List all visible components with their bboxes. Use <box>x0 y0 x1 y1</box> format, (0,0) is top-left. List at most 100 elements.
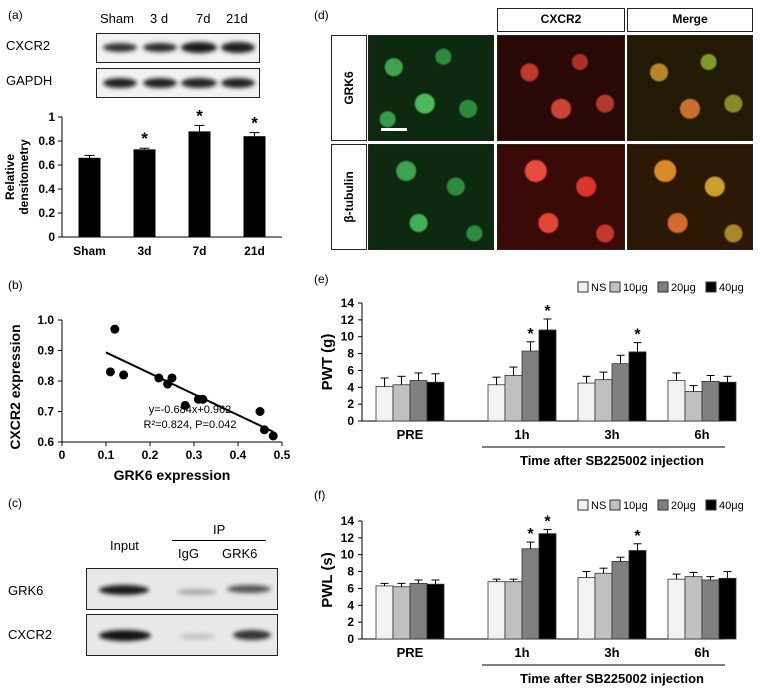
bar-21d <box>243 136 266 237</box>
data-point <box>180 400 190 410</box>
data-point <box>105 367 115 377</box>
panel-label-a: (a) <box>8 8 23 22</box>
ip-label: IP <box>213 522 226 537</box>
bar-1h-20μg <box>521 548 540 640</box>
regression-equation: y=-0.684x+0.962 <box>149 404 232 416</box>
y-tick-label: 0 <box>347 414 354 428</box>
y-axis-label: PWT (g) <box>320 334 336 391</box>
lane-label-7d: 7d <box>196 11 211 26</box>
x-axis-label: Time after SB225002 injection <box>520 453 704 468</box>
bar-1h-NS <box>487 384 506 422</box>
correlation-scatter-plot: 0.6 0.7 0.8 0.9 1.0 0 0.1 0.2 0.3 0.4 0.5 y=-0.684x… <box>7 313 291 483</box>
y-axis-label: Relativedensitometry <box>3 139 31 215</box>
ip-bracket-line <box>172 540 266 541</box>
micrograph-grk6-green <box>368 35 494 141</box>
bar-1h-40μg <box>538 533 557 640</box>
legend-swatch-0 <box>577 499 589 511</box>
y-tick-label: 4 <box>347 380 354 394</box>
significance-star: * <box>544 513 551 530</box>
micrograph-cxcr2-red-bottom <box>497 144 625 250</box>
y-tick-label: 0.9 <box>37 344 54 358</box>
x-axis-label: Time after SB225002 injection <box>520 671 704 686</box>
pwt-grouped-bar-chart: NS 10μg 20μg 40μg 0 2 4 6 8 10 12 14 PRE * * 1h * 3h 6h Tim… <box>320 281 744 468</box>
column-header-cxcr2: CXCR2 <box>497 8 625 32</box>
legend-label: NS <box>591 500 606 512</box>
y-tick-label: 14 <box>341 514 355 528</box>
lane-label-21d: 21d <box>226 11 248 26</box>
y-tick-label: 0.8 <box>38 134 55 148</box>
x-tick-label: 1h <box>514 427 529 442</box>
panel-label-e: (e) <box>314 272 329 286</box>
significance-star: * <box>527 326 534 343</box>
y-tick-label: 0 <box>347 632 354 646</box>
data-point <box>110 324 120 334</box>
legend-swatch-3 <box>705 499 717 511</box>
legend-swatch-0 <box>577 281 589 293</box>
bar-PRE-40μg <box>426 381 445 422</box>
bar-6h-20μg <box>701 380 720 422</box>
x-tick-label: 3h <box>604 645 619 660</box>
data-point <box>154 373 164 383</box>
regression-stats: R²=0.824, P=0.042 <box>144 419 237 431</box>
legend-swatch-1 <box>609 281 621 293</box>
ip-blot-cxcr2 <box>86 614 278 656</box>
y-axis-label: PWL (s) <box>320 552 336 608</box>
x-tick-label: 6h <box>694 645 709 660</box>
input-label: Input <box>110 538 139 553</box>
blot-row-gapdh: GAPDH <box>6 73 53 88</box>
regression-line <box>105 351 274 433</box>
y-tick-label: 0.8 <box>37 374 54 388</box>
legend-label: 10μg <box>623 282 648 294</box>
y-tick-label: 0.7 <box>37 405 54 419</box>
significance-star: * <box>196 106 203 125</box>
lane-label-igg: IgG <box>178 546 199 561</box>
bar-1h-20μg <box>521 350 540 422</box>
x-tick-label: 0.5 <box>274 448 291 462</box>
data-point <box>255 407 265 416</box>
legend-swatch-3 <box>705 281 717 293</box>
bar-6h-40μg <box>718 381 737 422</box>
ip-row-cxcr2: CXCR2 <box>8 627 53 642</box>
x-tick-label: 7d <box>192 244 206 258</box>
bar-6h-NS <box>667 380 686 422</box>
bar-6h-40μg <box>718 577 737 640</box>
y-tick-label: 0.4 <box>38 182 55 196</box>
bar-3h-10μg <box>594 379 613 422</box>
legend-label: 40μg <box>719 500 744 512</box>
y-tick-label: 0.6 <box>37 435 54 449</box>
y-tick-label: 8 <box>347 347 354 361</box>
bar-PRE-NS <box>375 386 394 422</box>
panel-label-f: (f) <box>314 488 326 502</box>
y-tick-label: 1.0 <box>37 313 54 327</box>
bar-3h-NS <box>577 382 596 422</box>
densitometry-bar-chart: 0 0.2 0.4 0.6 0.8 1 Sham 3d * 7d * 21d * Relativedens… <box>3 106 282 258</box>
bar-PRE-10μg <box>392 384 411 422</box>
significance-star: * <box>634 528 641 545</box>
x-tick-label: 3h <box>604 427 619 442</box>
x-tick-label: 21d <box>244 244 265 258</box>
bar-3h-10μg <box>594 572 613 640</box>
pwl-grouped-bar-chart: NS 10μg 20μg 40μg 0 2 4 6 8 10 12 14 PRE * * 1h * 3h 6h Tim… <box>320 499 744 686</box>
panel-label-c: (c) <box>8 496 22 510</box>
lane-label-3d: 3 d <box>150 11 169 26</box>
bar-6h-10μg <box>684 391 703 422</box>
bar-6h-NS <box>667 578 686 640</box>
y-tick-label: 12 <box>341 531 355 545</box>
legend-swatch-1 <box>609 499 621 511</box>
bar-PRE-10μg <box>392 586 411 640</box>
x-tick-label: 0.1 <box>98 448 115 462</box>
y-tick-label: 2 <box>347 615 354 629</box>
ip-row-grk6: GRK6 <box>8 583 44 598</box>
row-label-grk6: GRK6 <box>331 35 367 141</box>
data-point <box>259 425 269 435</box>
x-tick-label: Sham <box>73 244 106 258</box>
lane-label-grk6: GRK6 <box>222 546 258 561</box>
legend-label: 10μg <box>623 500 648 512</box>
y-tick-label: 0.6 <box>38 158 55 172</box>
y-tick-label: 1 <box>48 110 55 124</box>
significance-star: * <box>251 114 258 133</box>
significance-star: * <box>141 129 148 148</box>
scale-bar <box>381 128 407 131</box>
bar-3d <box>133 149 156 237</box>
data-point <box>167 373 177 383</box>
